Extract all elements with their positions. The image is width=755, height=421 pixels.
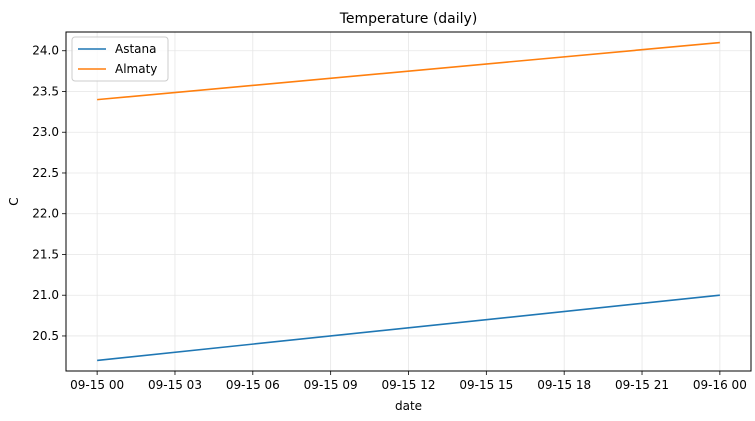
series-layer: [97, 41, 720, 362]
x-tick-label: 09-15 15: [459, 378, 513, 392]
x-tick-label: 09-15 21: [615, 378, 669, 392]
legend: Astana Almaty: [71, 36, 169, 82]
x-tick-label: 09-15 00: [70, 378, 124, 392]
x-tick-label: 09-15 18: [537, 378, 591, 392]
grid: [66, 32, 751, 371]
series-line-astana: [97, 294, 720, 362]
y-tick-label: 23.0: [32, 125, 59, 139]
chart-title: Temperature (daily): [339, 11, 478, 27]
legend-label: Astana: [115, 42, 156, 56]
x-axis-label: date: [395, 399, 422, 413]
legend-box: [71, 36, 169, 82]
x-tick-label: 09-16 00: [693, 378, 747, 392]
x-tick-label: 09-15 06: [226, 378, 280, 392]
y-tick-label: 20.5: [32, 329, 59, 343]
x-tick-label: 09-15 09: [304, 378, 358, 392]
y-tick-label: 22.0: [32, 207, 59, 221]
y-tick-label: 21.5: [32, 247, 59, 261]
y-tick-label: 21.0: [32, 288, 59, 302]
x-axis: 09-15 00 09-15 03 09-15 06 09-15 09 09-15 12…: [70, 371, 747, 392]
y-axis-label: C: [7, 197, 21, 205]
y-axis: 20.5 21.0 21.5 22.0 22.5 23.0 23.5 24.0: [32, 44, 66, 343]
y-tick-label: 23.5: [32, 84, 59, 98]
y-tick-label: 24.0: [32, 44, 59, 58]
legend-label: Almaty: [115, 62, 157, 76]
x-tick-label: 09-15 12: [382, 378, 436, 392]
x-tick-label: 09-15 03: [148, 378, 202, 392]
y-tick-label: 22.5: [32, 166, 59, 180]
series-line-almaty: [97, 41, 720, 101]
